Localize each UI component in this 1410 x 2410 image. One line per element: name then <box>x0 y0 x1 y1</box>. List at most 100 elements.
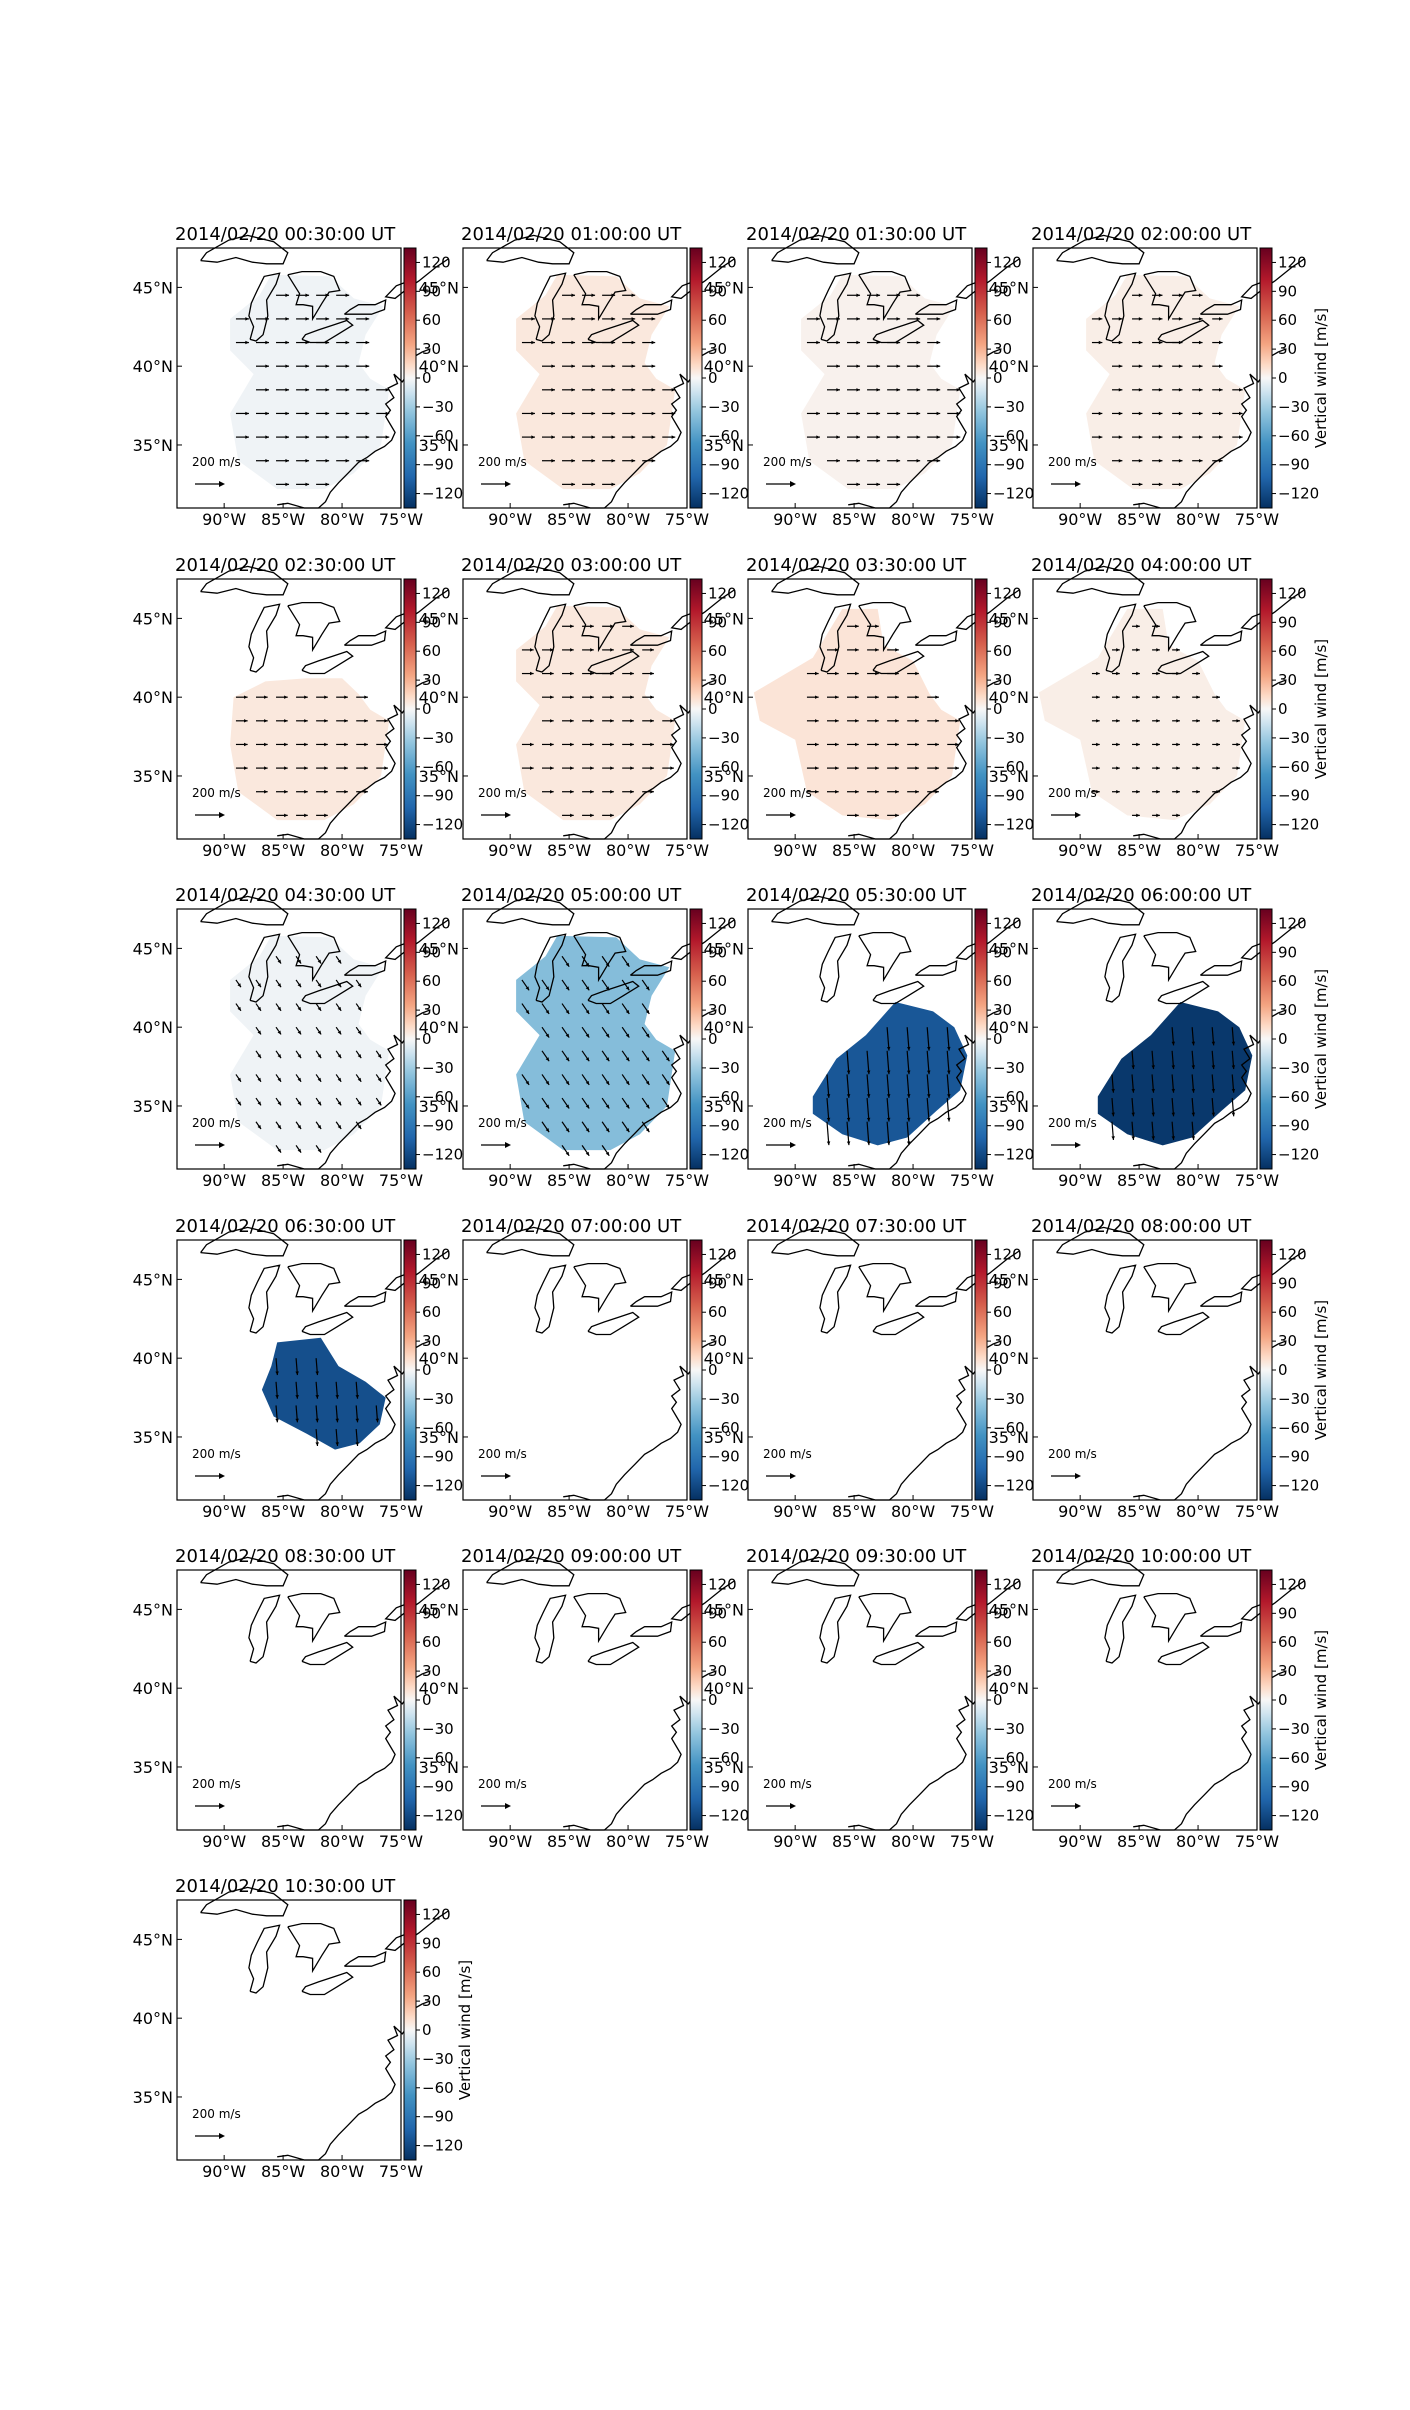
wind-vector-head <box>585 1009 590 1014</box>
map-frame <box>176 1239 402 1501</box>
wind-vector-head <box>936 388 941 392</box>
lat-tick-label: 40°N <box>989 1679 1029 1698</box>
wind-vector-head <box>1158 482 1163 487</box>
wind-vector-head <box>324 813 328 818</box>
wind-vector-head <box>1191 1136 1196 1140</box>
vertical-wind-field <box>812 1002 968 1146</box>
quiver-key-label: 200 m/s <box>763 786 812 800</box>
wind-vector-head <box>927 1094 931 1098</box>
lat-tick-label: 45°N <box>133 1930 173 1949</box>
colorbar-label: Vertical wind [m/s] <box>1312 308 1330 448</box>
lon-tick-label: 85°W <box>261 1171 305 1190</box>
great-lake-outline <box>534 603 567 673</box>
colorbar <box>974 908 988 1170</box>
colorbar <box>1259 1239 1273 1501</box>
quiver-key-label: 200 m/s <box>478 1116 527 1130</box>
colorbar-tick-label: −120 <box>993 816 1034 834</box>
colorbar-tick-label: 30 <box>708 340 727 358</box>
wind-vector <box>886 1121 890 1146</box>
wind-vector-head <box>605 1009 610 1014</box>
colorbar-tick-label: −30 <box>422 729 454 747</box>
wind-vector-head <box>1171 1041 1176 1046</box>
colorbar-tick-label: 30 <box>993 1332 1012 1350</box>
wind-vector-head <box>875 789 879 794</box>
colorbar <box>403 1239 417 1501</box>
wind-vector-head <box>245 340 249 345</box>
wind-vector-head <box>585 962 590 967</box>
lat-tick-label: 45°N <box>419 1600 459 1619</box>
colorbar-tick-label: 60 <box>422 1633 441 1651</box>
wind-vector-head <box>1138 411 1143 416</box>
map-panel: 2014/02/20 05:30:00 UT 200 m/s 90°W 85°W 80°… <box>704 885 1035 1190</box>
wind-vector-head <box>585 1057 590 1062</box>
lon-tick-label: 75°W <box>665 1832 709 1851</box>
wind-vector-head <box>671 435 676 439</box>
quiver-key-arrow-head <box>219 1803 225 1809</box>
colorbar-tick-label: −30 <box>422 1720 454 1738</box>
wind-vector-head <box>895 789 899 794</box>
wind-vector <box>826 1098 830 1122</box>
panel-title: 2014/02/20 04:30:00 UT <box>175 885 396 906</box>
great-lake-outline <box>573 1262 627 1314</box>
wind-vector <box>846 1074 850 1098</box>
colorbar-tick-label: 90 <box>993 1274 1012 1292</box>
great-lake-outline <box>858 1592 912 1644</box>
colorbar-tick-label: 60 <box>1278 1303 1297 1321</box>
wind-vector-head <box>1191 1112 1196 1117</box>
wind-vector-head <box>377 1054 382 1059</box>
wind-vector-head <box>317 1101 322 1106</box>
colorbar-tick-label: 30 <box>422 1662 441 1680</box>
lon-tick-label: 80°W <box>606 1502 650 1521</box>
colorbar-tick-label: −90 <box>422 1448 454 1466</box>
wind-vector-head <box>317 1148 322 1153</box>
wind-vector-head <box>305 482 310 487</box>
colorbar-tick-label: 0 <box>708 1361 718 1379</box>
colorbar <box>689 1569 703 1831</box>
wind-vector-head <box>1158 293 1163 298</box>
wind-vector-head <box>571 364 576 368</box>
colorbar <box>1259 908 1273 1170</box>
wind-vector-head <box>1216 766 1220 770</box>
colorbar-tick-label: −90 <box>422 2108 454 2126</box>
colorbar-tick-label: −60 <box>993 1419 1025 1437</box>
wind-vector-head <box>947 1070 951 1075</box>
wind-vector-head <box>337 1054 342 1059</box>
great-lake-outline <box>587 1311 640 1336</box>
lon-tick-label: 90°W <box>1058 841 1102 860</box>
great-lake-outline <box>914 1620 958 1637</box>
great-lake-outline <box>534 1594 567 1664</box>
great-lake-outline <box>1056 1556 1145 1587</box>
wind-vector-head <box>1196 766 1200 770</box>
wind-vector-head <box>1136 695 1140 699</box>
wind-vector-head <box>1096 766 1100 770</box>
wind-vector-head <box>1178 482 1183 487</box>
wind-vector-head <box>645 1009 650 1014</box>
panel-title: 2014/02/20 09:30:00 UT <box>746 1546 967 1567</box>
map-panel: 2014/02/20 02:00:00 UT 200 m/s 90°W 85°W 80°… <box>989 224 1330 529</box>
great-lake-outline <box>301 1971 354 1996</box>
wind-vector-head <box>315 1442 319 1446</box>
colorbar-tick-label: 0 <box>422 700 432 718</box>
wind-vector-head <box>610 719 614 723</box>
wind-vector-head <box>284 813 288 818</box>
wind-vector-head <box>625 1033 630 1038</box>
lat-tick-label: 45°N <box>989 278 1029 297</box>
wind-vector-head <box>1138 435 1143 439</box>
panel-title: 2014/02/20 06:00:00 UT <box>1031 885 1252 906</box>
lat-tick-label: 40°N <box>704 688 744 707</box>
wind-vector-head <box>855 719 859 723</box>
colorbar-label: Vertical wind [m/s] <box>1312 639 1330 779</box>
wind-vector-head <box>525 1080 530 1085</box>
wind-vector-head <box>876 364 881 368</box>
colorbar-tick-label: −90 <box>422 456 454 474</box>
wind-vector <box>866 1050 870 1075</box>
wind-vector-head <box>355 1418 359 1423</box>
wind-vector-head <box>816 317 820 321</box>
wind-vector-head <box>1176 719 1180 723</box>
colorbar-tick-label: 0 <box>993 1030 1003 1048</box>
wind-vector-head <box>886 1094 891 1098</box>
wind-vector-head <box>317 1054 322 1059</box>
lon-tick-label: 75°W <box>379 1171 423 1190</box>
map-frame <box>1032 1569 1258 1831</box>
wind-vector-head <box>886 1070 891 1075</box>
